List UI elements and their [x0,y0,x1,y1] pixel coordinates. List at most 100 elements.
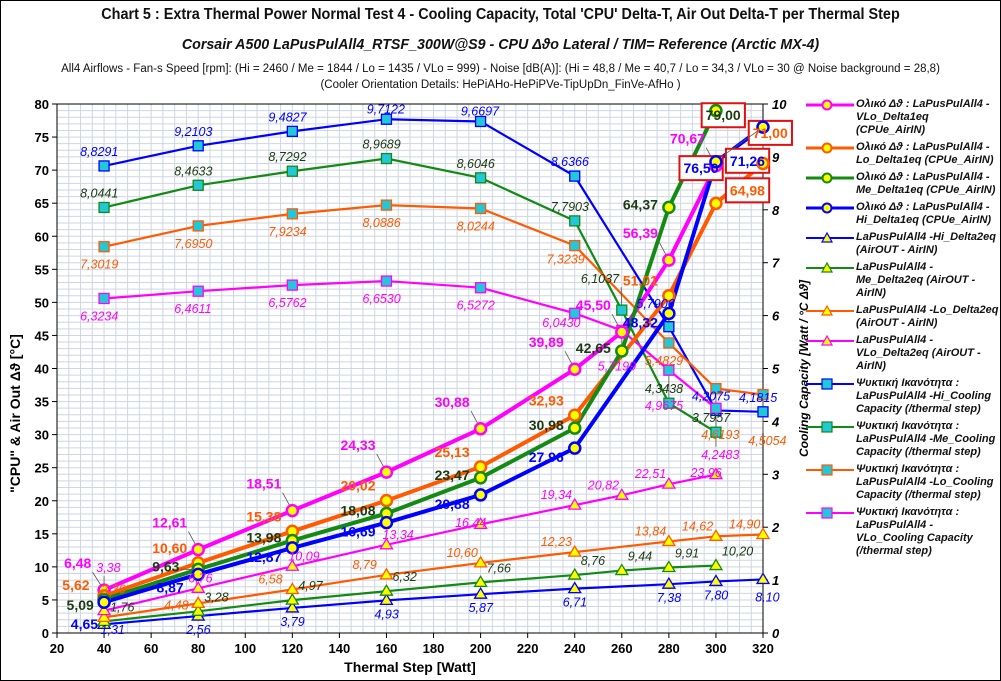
data-label: 3,38 [96,561,120,575]
data-label: 7,3239 [546,252,584,266]
legend-marker-circle [821,142,833,154]
data-label: 25,13 [435,444,470,460]
data-point-triangle [379,537,394,550]
data-label: 8,9689 [362,138,400,152]
x-tick-label: 120 [281,641,303,656]
data-point-triangle [191,596,206,609]
legend-swatch [806,378,854,390]
y2-tick-label: 6 [772,309,780,324]
legend-label: LaPusPulAll4 -VLo_Delta2eq (AirOUT - Air… [856,334,981,372]
data-point-triangle [379,583,394,596]
y-tick-label: 45 [35,328,49,343]
data-label: 8,0886 [362,216,400,230]
data-point-triangle [96,610,112,623]
data-point-circle [473,422,488,436]
data-label: 20,02 [340,478,375,494]
y2-tick-label: 0 [772,626,780,641]
chart-orientation-line: (Cooler Orientation Details: HePiAHo-HeP… [320,79,681,91]
data-point-triangle [614,563,629,576]
data-point-triangle [285,600,300,613]
data-label: 7,9234 [268,225,306,239]
legend-marker-triangle [820,261,834,273]
data-point-circle [709,103,723,118]
data-point-triangle [708,467,724,480]
data-label: 3,28 [204,590,228,604]
data-label: 13,34 [382,528,413,542]
data-label: 12,87 [246,549,281,565]
data-label: 64,98 [730,182,765,198]
data-label: 7,80 [704,588,728,602]
y-tick-label: 60 [35,229,49,244]
data-point-circle [473,460,488,474]
data-point-circle [285,541,300,555]
data-label: 13,98 [246,530,281,546]
data-point-triangle [755,527,771,540]
data-label: 5,4829 [645,354,683,368]
data-label: 7,38 [657,591,681,605]
data-point-triangle [614,488,629,500]
data-label: 19,34 [541,488,572,502]
leader-line [723,126,764,156]
y-tick-label: 50 [35,295,49,310]
data-point-triangle [661,534,677,547]
data-point-circle [379,465,394,479]
legend-entry-VLo-cooling: Ψυκτική Ικανότητα : LaPusPulAll4 -VLo_Co… [806,506,1001,558]
data-label: 10,20 [722,545,753,559]
data-point-square [192,285,204,297]
legend-label: Ψυκτική Ικανότητα : LaPusPulAll4 -Me_Coo… [856,420,996,458]
data-point-triangle [708,574,724,587]
data-label: 12,23 [541,535,572,549]
data-label: 30,98 [529,417,564,433]
data-label: 23,96 [689,466,721,480]
data-label: 16,44 [455,516,486,530]
data-label: 2,36 [100,582,125,596]
data-label: 9,7122 [367,102,405,116]
y2-tick-label: 7 [772,256,780,271]
data-label: 71,00 [753,125,788,141]
data-label: 18,51 [246,476,281,492]
data-point-square [710,426,722,438]
data-label-box [724,177,771,204]
data-point-triangle [567,497,582,510]
data-label: 9,44 [628,550,652,564]
data-point-square [663,364,675,376]
x-tick-label: 20 [50,641,64,656]
y-tick-label: 25 [35,461,49,476]
data-point-triangle [661,576,677,589]
data-point-triangle [191,604,206,616]
legend-swatch [806,202,854,214]
y2-tick-label: 4 [771,414,780,429]
data-label-box [700,102,746,129]
data-point-circle [756,120,770,134]
data-point-square [98,292,110,305]
legend-entry-Hi-delta1: Ολικό Δϑ : LaPusPulAll4 - Hi_Delta1eq (C… [806,201,1001,227]
chart-legend: Ολικό Δϑ : LaPusPulAll4 - VLo_Delta1eq (… [806,98,1001,562]
data-label: 24,33 [340,437,375,453]
legend-entry-Hi-cooling: Ψυκτική Ικανότητα : LaPusPulAll4 -Hi_Coo… [806,377,1001,416]
data-point-square [474,115,487,128]
x-tick-label: 300 [705,641,727,656]
legend-marker-square [821,464,833,476]
data-label: 5,62 [62,577,89,593]
y-tick-label: 5 [42,593,49,608]
data-point-circle [473,488,488,502]
data-label: 9,91 [675,546,699,560]
data-point-circle [662,306,676,321]
y-tick-label: 55 [35,262,49,277]
data-label: 7,6950 [174,237,212,251]
y-tick-label: 20 [35,494,49,509]
data-label: 16,69 [340,524,375,540]
data-label: 20,82 [587,478,619,492]
data-point-circle [191,542,205,557]
data-label: 6,0430 [542,316,580,330]
data-point-square [380,199,393,211]
data-point-square [710,402,722,414]
x-tick-label: 220 [517,641,539,656]
x-tick-label: 40 [97,641,111,656]
data-point-triangle [285,559,300,571]
data-label: 6,48 [64,555,91,571]
data-point-square [474,282,487,294]
legend-marker-circle [821,99,833,111]
data-point-square [98,201,110,214]
